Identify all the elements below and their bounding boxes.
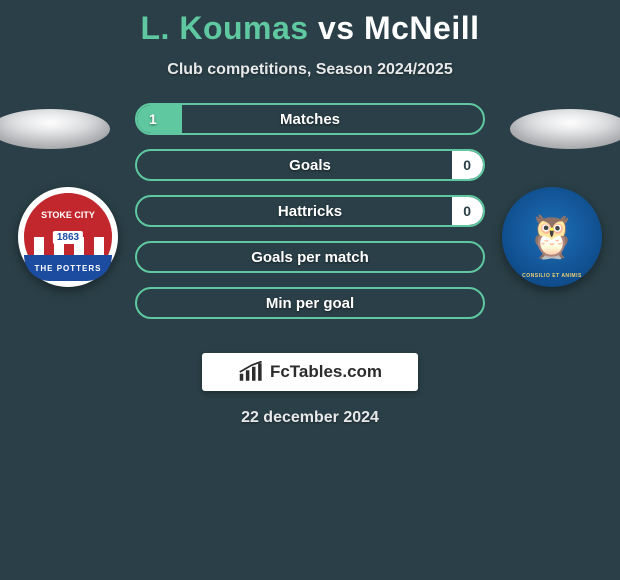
club-crest-left: STOKE CITY 1863 THE POTTERS (18, 187, 118, 287)
stat-bar: 0Hattricks (135, 195, 485, 227)
comparison-date: 22 december 2024 (0, 409, 620, 427)
crest-left-year: 1863 (53, 231, 83, 244)
stat-bar: 0Goals (135, 149, 485, 181)
stat-bar: 1Matches (135, 103, 485, 135)
comparison-stage: STOKE CITY 1863 THE POTTERS 🦉 CONSILIO E… (0, 103, 620, 343)
stat-label: Matches (137, 105, 483, 133)
club-crest-right: 🦉 CONSILIO ET ANIMIS (502, 187, 602, 287)
page-title: L. Koumas vs McNeill (0, 0, 620, 47)
stat-label: Goals per match (137, 243, 483, 271)
crest-left-circle: STOKE CITY 1863 THE POTTERS (18, 187, 118, 287)
title-player2: McNeill (364, 10, 480, 46)
branding-badge: FcTables.com (202, 353, 418, 391)
stat-bars: 1Matches 0Goals 0Hattricks Goals per match M… (135, 103, 485, 333)
stat-label: Goals (137, 151, 483, 179)
stat-bar: Min per goal (135, 287, 485, 319)
title-player1: L. Koumas (141, 10, 309, 46)
title-vs: vs (318, 10, 355, 46)
crest-right-circle: 🦉 CONSILIO ET ANIMIS (502, 187, 602, 287)
crest-right-motto: CONSILIO ET ANIMIS (502, 273, 602, 279)
chart-icon (238, 361, 266, 383)
player1-platform (0, 109, 110, 149)
branding-text: FcTables.com (270, 362, 382, 382)
owl-icon: 🦉 (526, 213, 578, 262)
stat-label: Min per goal (137, 289, 483, 317)
stat-bar: Goals per match (135, 241, 485, 273)
stat-label: Hattricks (137, 197, 483, 225)
player2-platform (510, 109, 620, 149)
crest-left-bottom-text: THE POTTERS (24, 255, 112, 281)
subtitle: Club competitions, Season 2024/2025 (0, 61, 620, 79)
